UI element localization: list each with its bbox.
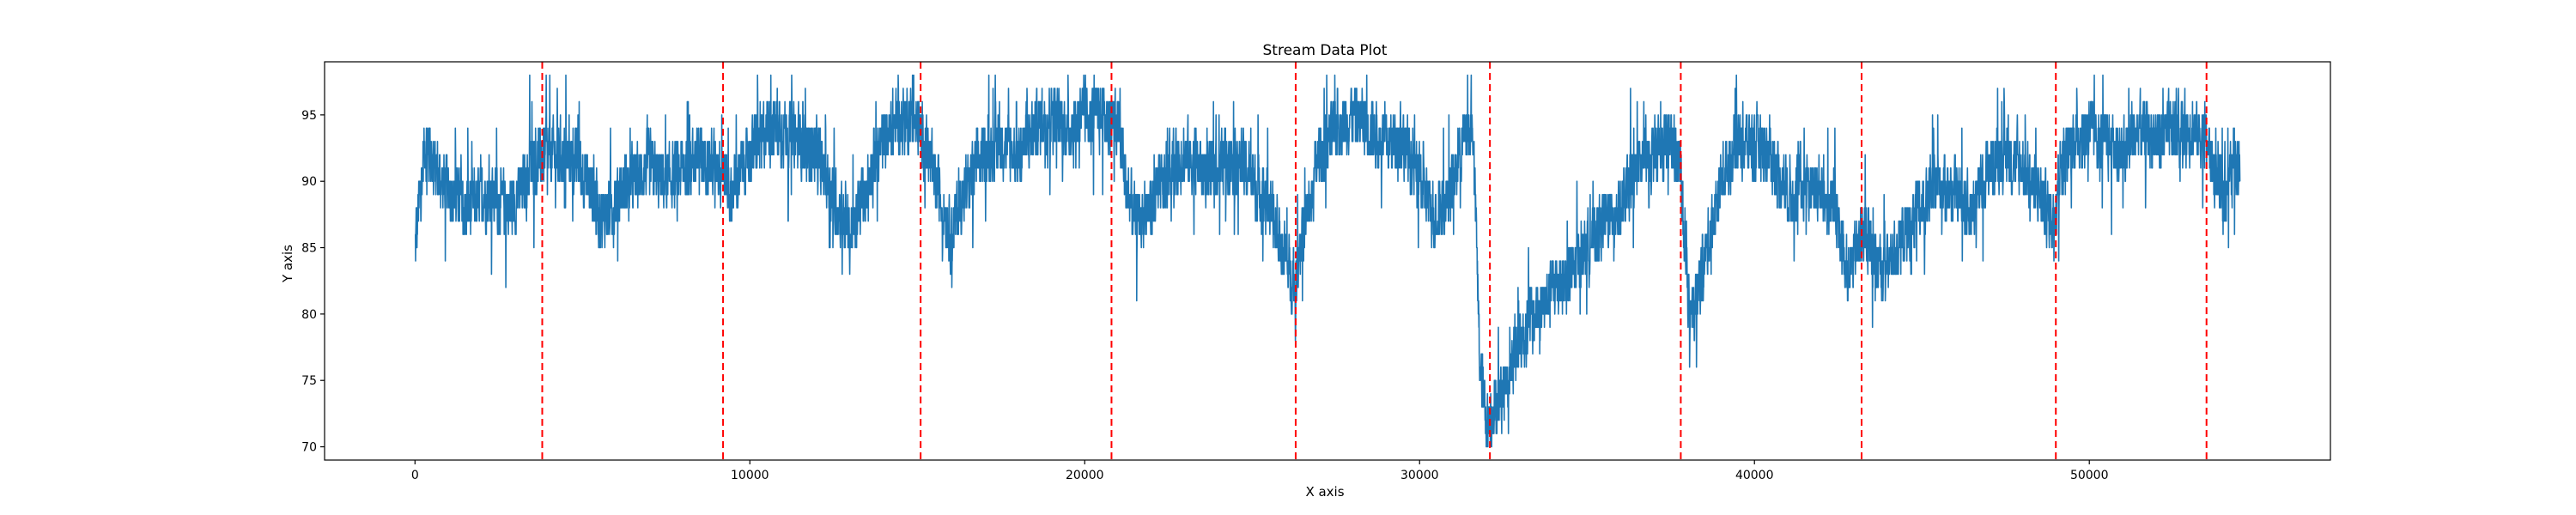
x-axis-label: X axis xyxy=(1305,484,1344,500)
y-tick-label: 95 xyxy=(301,109,317,123)
y-tick-label: 70 xyxy=(301,441,317,455)
x-tick-label: 10000 xyxy=(731,469,769,482)
y-tick-label: 80 xyxy=(301,308,317,322)
x-tick-label: 50000 xyxy=(2070,469,2109,482)
chart-title: Stream Data Plot xyxy=(1263,42,1388,59)
x-tick-label: 40000 xyxy=(1735,469,1774,482)
x-axis-ticks: 0 10000 20000 30000 40000 50000 xyxy=(411,460,2109,482)
series-line xyxy=(414,74,2241,448)
x-tick-label: 0 xyxy=(411,469,419,482)
y-axis-label: Y axis xyxy=(280,245,295,283)
x-tick-label: 30000 xyxy=(1400,469,1439,482)
y-tick-label: 75 xyxy=(301,374,317,388)
y-axis-ticks: 70 75 80 85 90 95 xyxy=(301,109,325,455)
plot-frame xyxy=(324,61,2331,461)
plot-area xyxy=(414,62,2241,460)
y-tick-label: 85 xyxy=(301,242,317,256)
x-tick-label: 20000 xyxy=(1066,469,1104,482)
y-tick-label: 90 xyxy=(301,175,317,189)
